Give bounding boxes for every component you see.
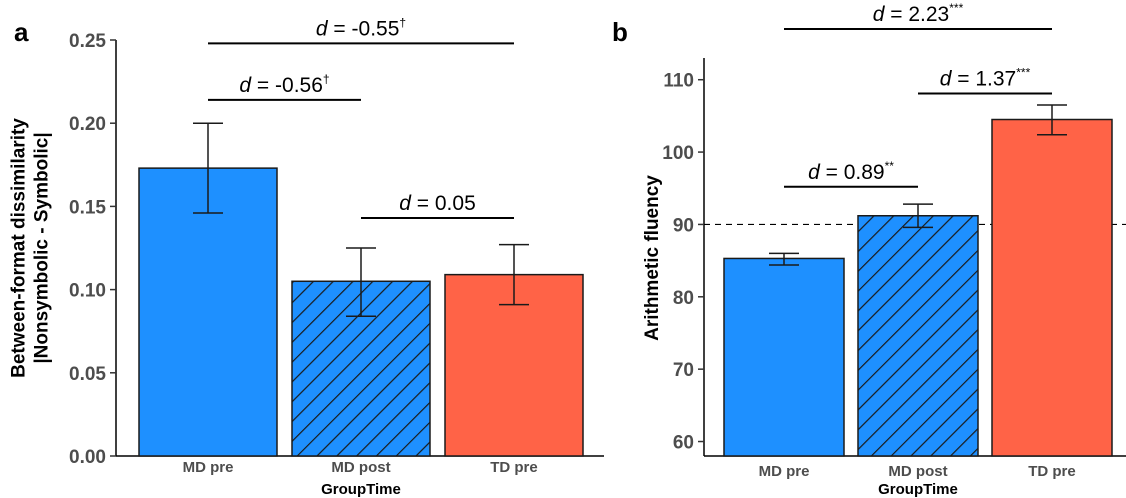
x-tick-label: MD pre [759, 463, 810, 480]
y-tick-label: 60 [673, 433, 694, 454]
y-tick-label: 0.00 [69, 447, 106, 468]
y-tick-label: 0.20 [69, 114, 106, 135]
effect-size-label: d = 0.05 [399, 192, 476, 215]
y-tick-label: 0.05 [69, 364, 106, 385]
x-tick-label: MD pre [183, 459, 234, 476]
x-tick-label: TD pre [1028, 463, 1076, 480]
y-tick-label: 100 [662, 143, 694, 164]
panel-a-label: a [14, 17, 29, 47]
y-axis-title: Between-format dissimilarity [9, 118, 30, 378]
bar [723, 257, 845, 457]
effect-size-label: d = 0.89** [808, 159, 894, 184]
effect-size-label: d = -0.55† [316, 15, 406, 40]
effect-size-label: d = -0.56† [239, 72, 329, 97]
y-axis-title: Arithmetic fluency [642, 175, 663, 341]
y-tick-label: 90 [673, 215, 694, 236]
panel-b-label: b [612, 17, 628, 47]
bar [138, 167, 278, 457]
y-tick-label: 0.10 [69, 281, 106, 302]
effect-size-label: d = 2.23*** [873, 1, 964, 26]
x-axis-title: GroupTime [321, 481, 401, 498]
x-tick-label: MD post [888, 463, 947, 480]
y-tick-label: 0.25 [69, 31, 106, 52]
x-tick-label: TD pre [490, 459, 538, 476]
y-tick-label: 0.15 [69, 197, 106, 218]
x-axis-title: GroupTime [878, 481, 958, 498]
bar [857, 215, 979, 457]
x-tick-label: MD post [331, 459, 390, 476]
y-tick-label: 80 [673, 288, 694, 309]
effect-size-label: d = 1.37*** [940, 65, 1031, 90]
panel-b-plot: 60 70 80 90 100 110 MD pre MD post TD pre GroupTi… [642, 1, 1126, 498]
y-axis-title: |Nonsymbolic - Symbolic| [32, 132, 53, 363]
y-tick-label: 110 [663, 71, 694, 92]
y-tick-label: 70 [673, 360, 694, 381]
bar [991, 118, 1113, 457]
panel-a-plot: 0.00 0.05 0.10 0.15 0.20 0.25 MD pre MD post TD … [9, 15, 604, 498]
